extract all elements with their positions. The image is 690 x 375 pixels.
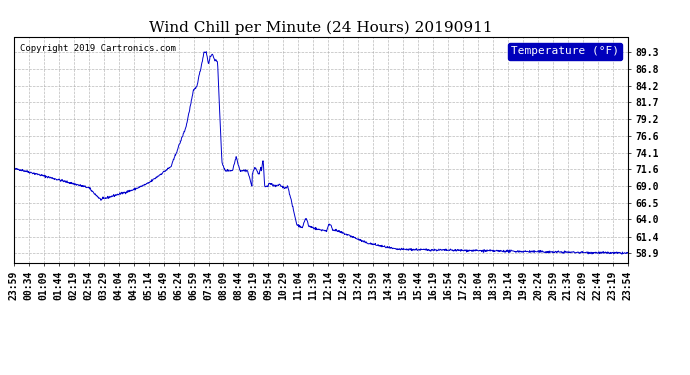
Legend: Temperature (°F): Temperature (°F) xyxy=(508,43,622,60)
Text: Copyright 2019 Cartronics.com: Copyright 2019 Cartronics.com xyxy=(20,44,176,53)
Title: Wind Chill per Minute (24 Hours) 20190911: Wind Chill per Minute (24 Hours) 2019091… xyxy=(149,21,493,35)
